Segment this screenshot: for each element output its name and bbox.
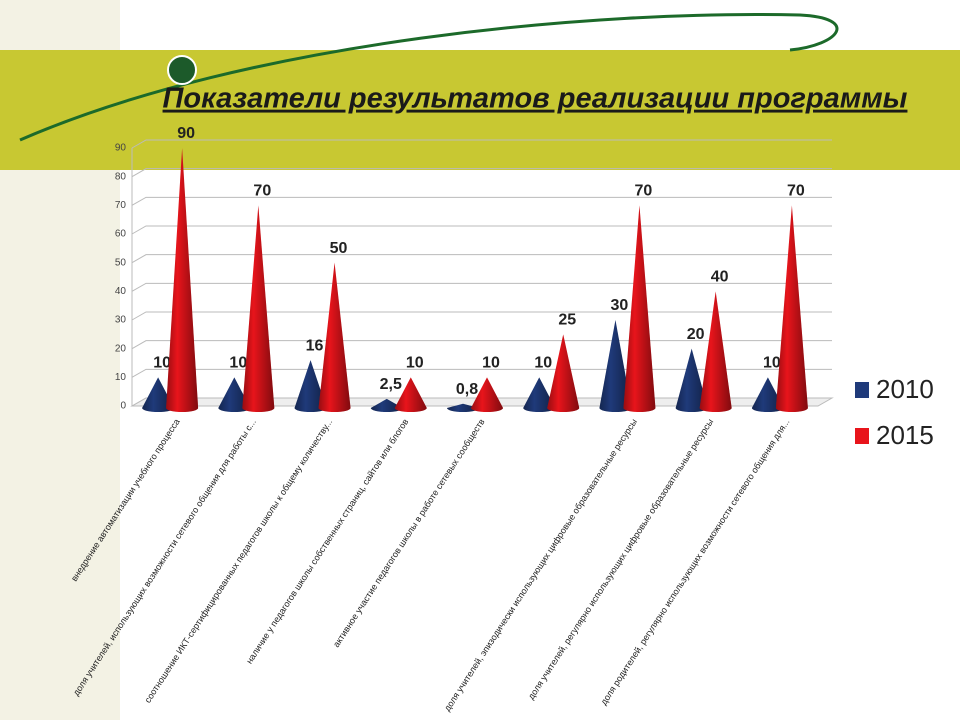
value-label: 70 (253, 183, 271, 200)
cone-shade (370, 398, 403, 412)
value-label: 10 (482, 355, 500, 372)
cone-shade (699, 291, 732, 412)
value-label: 20 (687, 326, 705, 343)
grid-line (131, 340, 832, 350)
cone-shade (166, 148, 199, 412)
y-tick-label: 90 (115, 143, 127, 154)
grid-line (131, 139, 832, 149)
cone-shade (775, 205, 808, 412)
y-tick-label: 20 (115, 343, 127, 354)
y-tick-label: 30 (115, 315, 127, 326)
value-label: 10 (229, 355, 247, 372)
cone-shade (547, 334, 580, 412)
y-tick-label: 60 (115, 229, 127, 240)
value-label: 10 (153, 355, 171, 372)
y-tick-label: 50 (115, 257, 127, 268)
cone-shade (675, 348, 708, 412)
y-tick-label: 0 (120, 401, 126, 412)
cone-shade (523, 377, 556, 412)
chart-title: Показатели результатов реализации програ… (163, 83, 908, 115)
value-label: 70 (635, 183, 653, 200)
cone-shade (623, 205, 656, 412)
title-band (0, 50, 960, 170)
grid-line (131, 225, 832, 235)
value-label: 0,8 (456, 381, 478, 398)
cone-shade (751, 377, 784, 412)
value-label: 30 (611, 297, 629, 314)
cone-shade (471, 377, 503, 412)
value-label: 40 (711, 269, 729, 286)
value-label: 10 (534, 355, 552, 372)
value-label: 25 (558, 312, 576, 329)
value-label: 70 (787, 183, 805, 200)
grid-line (131, 254, 832, 264)
legend-label: 2010 (876, 374, 934, 404)
y-tick-label: 40 (115, 286, 127, 297)
legend-swatch (855, 428, 869, 444)
y-tick-label: 70 (115, 200, 127, 211)
cone-shade (599, 320, 632, 412)
grid-line (131, 168, 832, 178)
cone-shade (142, 377, 175, 412)
value-label: 2,5 (380, 376, 402, 393)
value-label: 10 (763, 355, 781, 372)
decor-ball (167, 55, 197, 85)
value-label: 50 (330, 240, 348, 257)
decor-curve (19, 12, 839, 142)
grid-line (131, 311, 832, 321)
y-tick-label: 80 (115, 171, 127, 182)
cone-shade (394, 377, 427, 412)
value-label: 16 (306, 337, 324, 354)
cone-shade (218, 377, 251, 412)
grid-line (131, 368, 832, 378)
cone-shade (318, 262, 351, 412)
y-tick-label: 10 (115, 372, 127, 383)
legend-swatch (855, 382, 869, 398)
grid-line (131, 282, 832, 292)
value-label: 90 (177, 125, 195, 142)
legend-label: 2015 (876, 420, 934, 450)
cone-shade (242, 205, 275, 412)
cone-shade (294, 360, 327, 412)
cone-shade (447, 403, 479, 412)
value-label: 10 (406, 355, 424, 372)
grid-line (131, 196, 832, 206)
